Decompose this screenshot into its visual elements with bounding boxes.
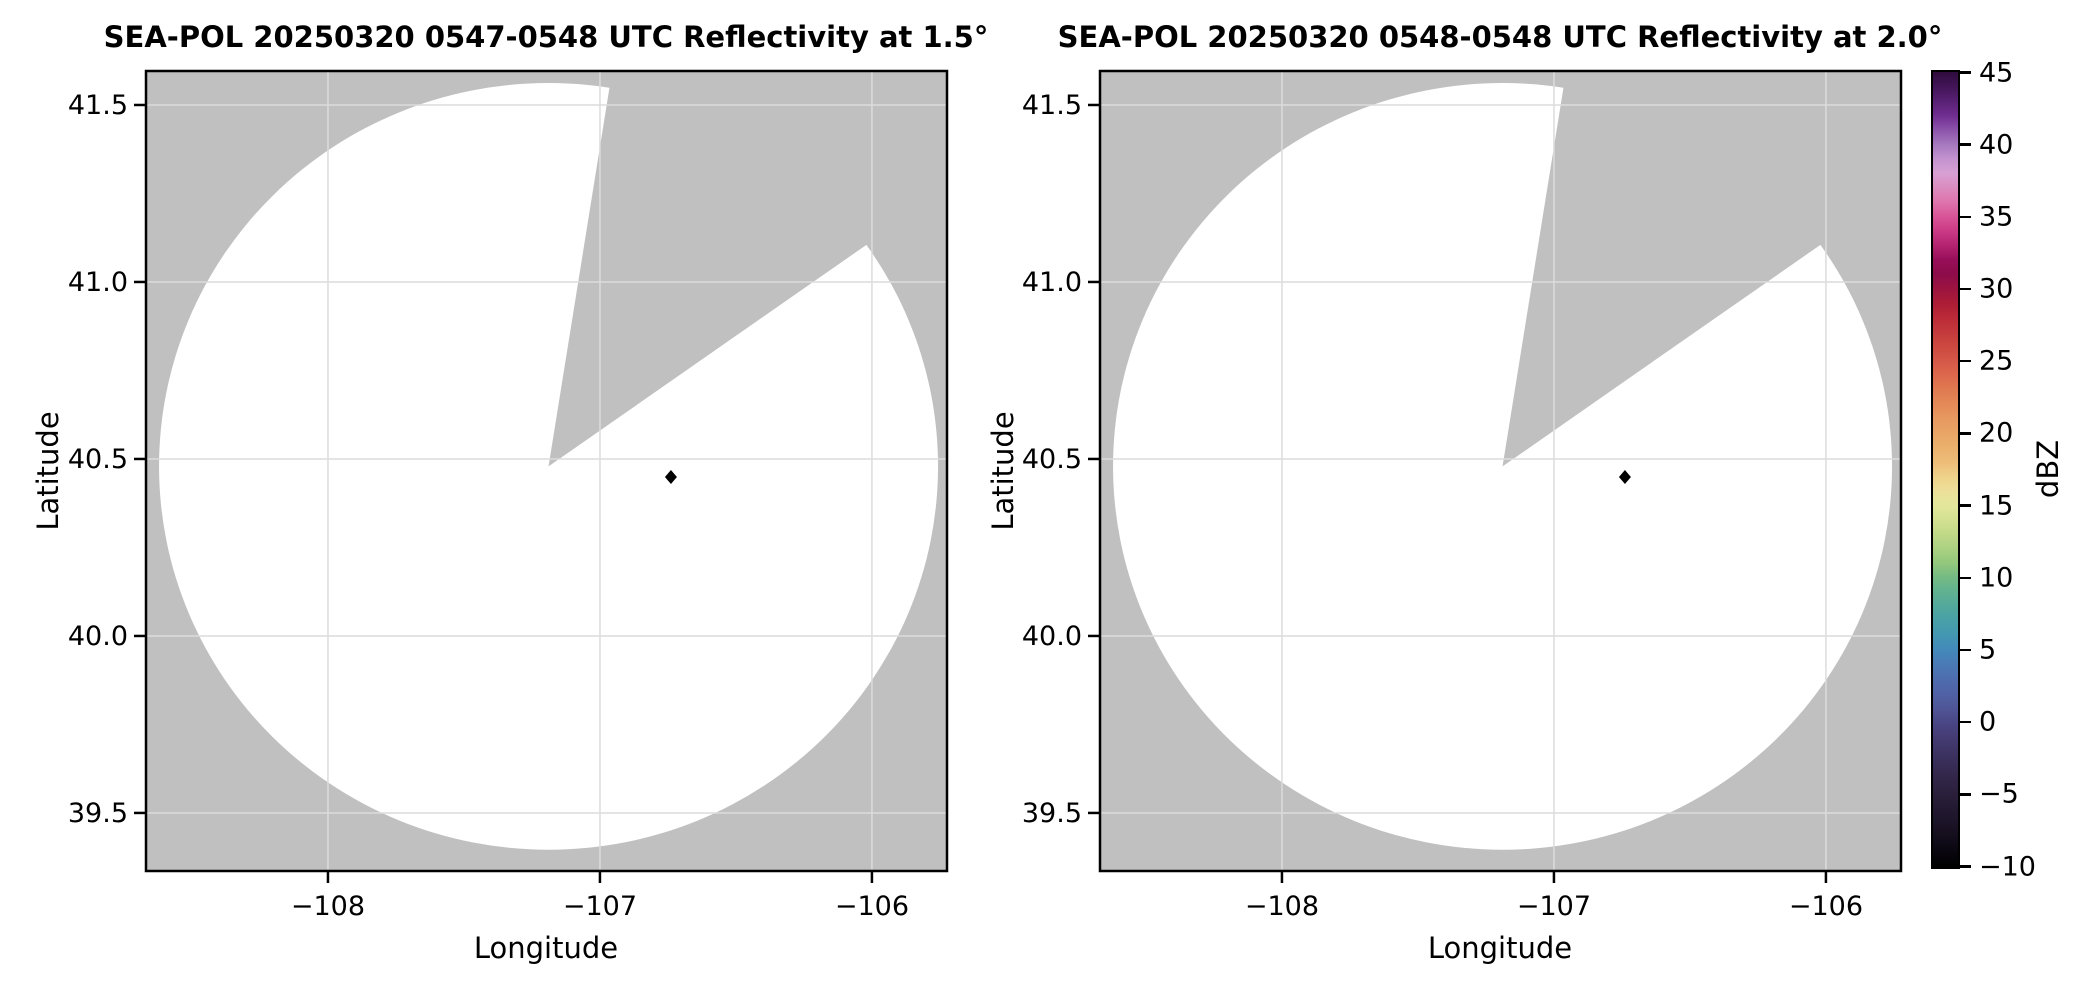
plot-frame <box>144 69 949 873</box>
y-axis-label-left: Latitude <box>31 411 65 531</box>
site-marker-diamond <box>664 470 677 485</box>
colorbar-tick-label: 0 <box>1979 706 1997 738</box>
colorbar-tick <box>1960 359 1971 363</box>
colorbar-tick <box>1960 576 1971 580</box>
colorbar-tick-label: 45 <box>1979 57 2014 88</box>
radar-plot-left: −108 −107 −106 41.5 41.0 40.5 40.0 39.5 <box>68 69 949 922</box>
colorbar-tick-label: 30 <box>1979 273 2014 305</box>
y-axis-label-right: Latitude <box>986 411 1020 531</box>
plot-title-right: SEA-POL 20250320 0548-0548 UTC Reflectiv… <box>1057 20 1943 54</box>
x-tick-label: −108 <box>1245 891 1319 922</box>
y-tick-label: 41.0 <box>68 267 128 298</box>
colorbar-label: dBZ <box>2031 439 2065 499</box>
y-tick-label: 41.5 <box>68 90 128 121</box>
colorbar-tick-label: −5 <box>1979 778 2019 810</box>
y-tick-label: 41.0 <box>1022 267 1082 298</box>
y-tick-label: 39.5 <box>68 798 128 829</box>
colorbar <box>1931 70 1960 869</box>
colorbar-tick <box>1960 71 1971 74</box>
missing-data-sector <box>1502 85 1823 467</box>
x-axis-label-right: Longitude <box>1427 931 1573 965</box>
colorbar-tick-label: 10 <box>1979 562 2014 594</box>
x-tick-label: −106 <box>835 891 909 922</box>
colorbar-tick-label: 20 <box>1979 417 2014 449</box>
colorbar-tick-label: 15 <box>1979 490 2014 522</box>
site-marker-diamond <box>1618 470 1631 485</box>
x-tick-label: −106 <box>1789 891 1863 922</box>
plot-title-left: SEA-POL 20250320 0547-0548 UTC Reflectiv… <box>103 20 989 54</box>
colorbar-tick <box>1960 648 1971 652</box>
colorbar-tick <box>1960 504 1971 507</box>
colorbar-tick <box>1960 793 1971 796</box>
colorbar-tick <box>1960 720 1971 724</box>
y-tick-label: 41.5 <box>1022 90 1082 121</box>
radar-plot-right: −108 −107 −106 41.5 41.0 40.5 40.0 39.5 <box>1022 69 1903 922</box>
y-tick-label: 40.0 <box>1022 621 1082 652</box>
y-tick-label: 40.0 <box>68 621 128 652</box>
colorbar-tick <box>1960 432 1971 435</box>
x-tick-label: −107 <box>563 891 637 922</box>
x-axis-label-left: Longitude <box>473 931 619 965</box>
plot-frame <box>1098 69 1903 873</box>
colorbar-tick-label: 35 <box>1979 201 2014 233</box>
y-tick-label: 40.5 <box>68 444 128 475</box>
colorbar-tick-label: 25 <box>1979 345 2014 377</box>
colorbar-tick <box>1960 215 1971 219</box>
colorbar-tick-label: −10 <box>1979 851 2036 882</box>
colorbar-tick-label: 5 <box>1979 634 1997 666</box>
colorbar-tick-label: 40 <box>1979 129 2014 161</box>
y-tick-label: 40.5 <box>1022 444 1082 475</box>
x-tick-label: −108 <box>291 891 365 922</box>
missing-data-sector <box>548 85 869 467</box>
y-tick-label: 39.5 <box>1022 798 1082 829</box>
colorbar-tick <box>1960 143 1971 146</box>
x-tick-label: −107 <box>1517 891 1591 922</box>
colorbar-tick <box>1960 287 1971 291</box>
colorbar-tick <box>1960 865 1971 868</box>
